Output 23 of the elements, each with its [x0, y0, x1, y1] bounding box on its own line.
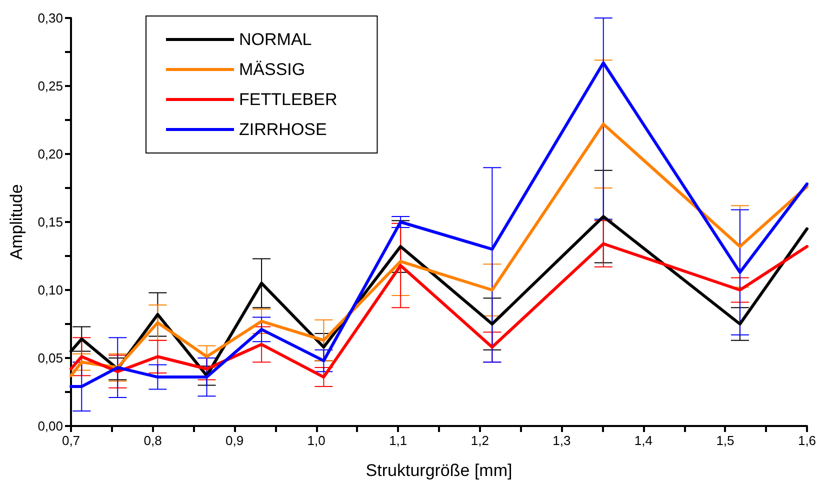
x-tick-label: 1,5 — [716, 433, 734, 448]
x-tick-label: 1,2 — [470, 433, 489, 448]
x-tick-label: 1,1 — [389, 433, 408, 448]
y-tick-label: 0,10 — [38, 282, 63, 298]
x-tick-label: 0,9 — [226, 433, 244, 448]
y-tick-label: 0,25 — [38, 78, 63, 94]
x-tick-label: 1,3 — [552, 433, 571, 448]
legend-label: ZIRRHOSE — [239, 120, 327, 139]
x-tick-label: 0,7 — [62, 433, 80, 448]
legend-label: MÄSSIG — [239, 60, 306, 79]
y-tick-label: 0,20 — [38, 146, 63, 162]
y-tick-label: 0,15 — [38, 214, 63, 230]
y-tick-label: 0,30 — [38, 10, 63, 26]
x-tick-label: 1,0 — [307, 433, 326, 448]
legend-label: NORMAL — [239, 30, 312, 49]
x-axis-title: Strukturgröße [mm] — [366, 461, 512, 480]
y-axis-title: Amplitude — [7, 184, 26, 260]
y-tick-label: 0,00 — [38, 418, 63, 434]
x-tick-label: 0,8 — [144, 433, 162, 448]
x-tick-label: 1,4 — [634, 433, 652, 448]
x-tick-label: 1,6 — [798, 433, 816, 448]
y-tick-label: 0,05 — [38, 350, 63, 366]
legend-label: FETTLEBER — [239, 90, 338, 109]
